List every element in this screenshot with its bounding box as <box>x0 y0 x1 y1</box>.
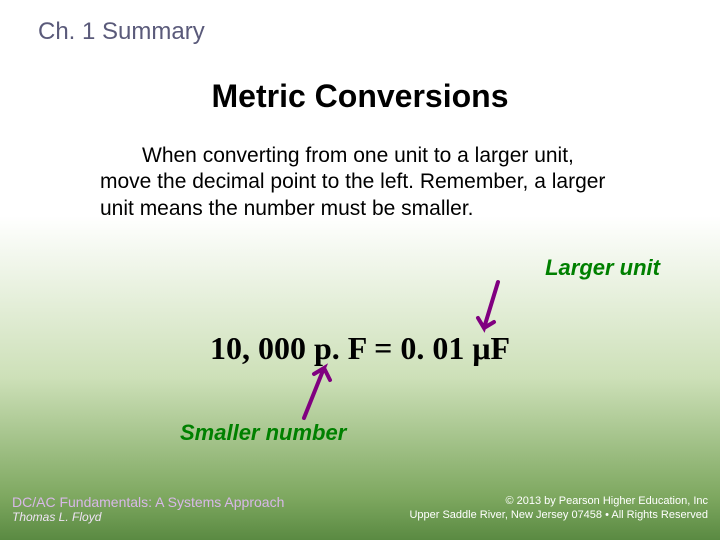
body-text: When converting from one unit to a large… <box>100 143 630 222</box>
footer-right: © 2013 by Pearson Higher Education, Inc … <box>409 494 708 523</box>
slide-header: Ch. 1 Summary <box>0 0 720 46</box>
arrow-larger-unit-icon <box>468 278 508 336</box>
equation-rhs-prefix: μ <box>472 330 490 366</box>
slide-footer: DC/AC Fundamentals: A Systems Approach T… <box>0 486 720 540</box>
arrow-smaller-number-icon <box>300 362 340 422</box>
footer-copyright: © 2013 by Pearson Higher Education, Inc <box>409 494 708 508</box>
label-larger-unit: Larger unit <box>545 255 660 281</box>
label-smaller-number: Smaller number <box>180 420 346 446</box>
footer-address: Upper Saddle River, New Jersey 07458 • A… <box>409 508 708 522</box>
equation-lhs: 10, 000 p. F <box>210 330 366 366</box>
footer-author: Thomas L. Floyd <box>12 510 284 524</box>
equation-rhs-unit: F <box>490 330 510 366</box>
equation: 10, 000 p. F = 0. 01 μF <box>0 330 720 367</box>
footer-course: DC/AC Fundamentals: A Systems Approach <box>12 494 284 510</box>
equation-rhs-val: 0. 01 <box>400 330 472 366</box>
slide-title: Metric Conversions <box>0 78 720 115</box>
chapter-label: Ch. 1 Summary <box>38 18 720 46</box>
equation-eq: = <box>366 330 400 366</box>
footer-left: DC/AC Fundamentals: A Systems Approach T… <box>12 494 284 524</box>
